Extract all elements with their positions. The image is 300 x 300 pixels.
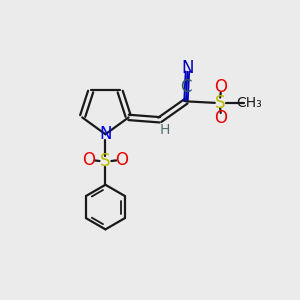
Text: S: S: [215, 94, 225, 112]
Text: N: N: [181, 59, 194, 77]
Text: H: H: [160, 123, 170, 137]
Text: O: O: [115, 152, 128, 169]
Text: O: O: [214, 78, 227, 96]
Text: O: O: [214, 109, 227, 127]
Text: C: C: [180, 78, 192, 96]
Text: N: N: [99, 125, 112, 143]
Text: O: O: [82, 152, 96, 169]
Text: S: S: [100, 152, 111, 170]
Text: CH₃: CH₃: [236, 96, 262, 110]
